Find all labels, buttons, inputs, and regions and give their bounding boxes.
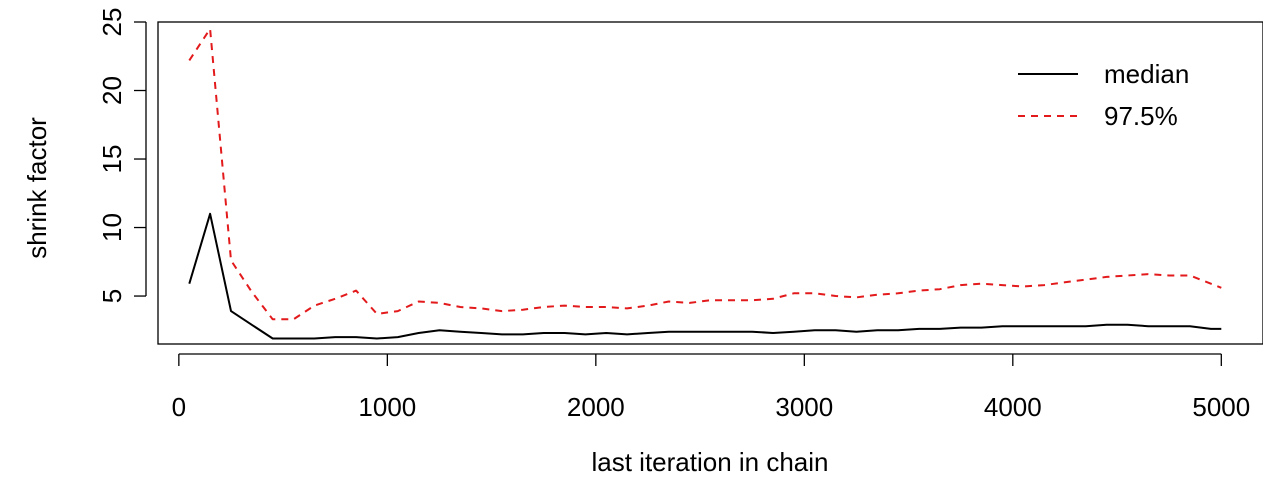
y-tick-label: 10 xyxy=(97,213,127,242)
series-line-median xyxy=(188,212,1222,340)
x-tick-label: 4000 xyxy=(984,392,1042,422)
y-tick-label: 15 xyxy=(97,145,127,174)
series-line-upper xyxy=(188,27,1222,321)
y-axis: 5 10 15 20 25 xyxy=(97,8,147,303)
plot-frame xyxy=(157,21,1263,345)
x-axis-title: last iteration in chain xyxy=(591,447,828,477)
series-layer xyxy=(188,27,1222,340)
x-tick-label: 5000 xyxy=(1192,392,1250,422)
y-tick-label: 20 xyxy=(97,76,127,105)
x-tick-label: 2000 xyxy=(567,392,625,422)
x-tick-label: 0 xyxy=(172,392,186,422)
legend-label: median xyxy=(1104,59,1189,89)
x-tick-label: 1000 xyxy=(358,392,416,422)
y-tick-label: 5 xyxy=(97,289,127,303)
legend: median 97.5% xyxy=(1018,59,1189,131)
y-axis-title: shrink factor xyxy=(22,117,52,259)
y-tick-label: 25 xyxy=(97,8,127,37)
x-axis: 0 1000 2000 3000 4000 5000 xyxy=(172,353,1250,422)
legend-label: 97.5% xyxy=(1104,101,1178,131)
x-tick-label: 3000 xyxy=(775,392,833,422)
